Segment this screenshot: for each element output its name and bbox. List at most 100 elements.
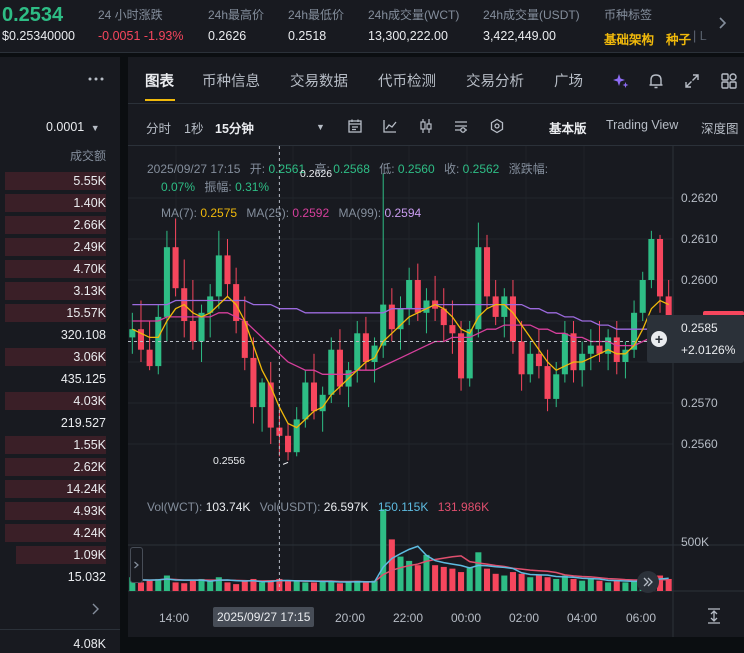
volume-bar (622, 582, 629, 591)
tab-coin-info[interactable]: 币种信息 (202, 74, 260, 90)
depth-bar (15, 546, 106, 564)
mode-basic-button[interactable]: 基本版 (549, 122, 587, 136)
order-book-row[interactable]: 3.06K (0, 347, 120, 367)
volume-bar (345, 582, 352, 591)
ohlc-high-label: 高: (314, 162, 330, 176)
volume-bar (259, 582, 266, 591)
order-book-row[interactable]: 4.70K (0, 259, 120, 279)
tab-trade-analysis[interactable]: 交易分析 (466, 74, 524, 90)
volume-bar (189, 580, 196, 591)
ohlc-amplitude-label: 振幅: (204, 180, 232, 194)
more-icon[interactable] (87, 71, 105, 81)
fullscreen-icon[interactable] (683, 72, 701, 95)
volume-bar (319, 581, 326, 591)
order-book-amount: 2.66K (73, 218, 106, 232)
candle-body (483, 247, 491, 297)
order-book-row[interactable]: 15.032 (0, 567, 120, 587)
order-book-row[interactable]: 2.62K (0, 457, 120, 477)
volume-bar (215, 577, 222, 591)
volume-wct-label: 24h成交量(WCT) (368, 8, 460, 22)
ma7-value: 0.2575 (200, 206, 238, 220)
mode-depth-button[interactable]: 深度图 (701, 122, 739, 136)
plus-circle-icon[interactable]: + (651, 331, 667, 347)
order-book-row[interactable]: 4.24K (0, 523, 120, 543)
tabs-divider (128, 103, 744, 104)
time-tick-3: 00:00 (451, 611, 482, 625)
volume-bar (605, 582, 612, 591)
tab-active-underline (145, 99, 175, 101)
last-price-usd: $0.25340000 (2, 29, 75, 43)
scroll-left-arrow[interactable] (130, 547, 143, 583)
volume-bar (155, 578, 162, 591)
candle-body (613, 337, 620, 362)
order-book-row[interactable]: 2.49K (0, 237, 120, 257)
tab-token-check[interactable]: 代币检测 (378, 74, 436, 90)
candlestick-chart[interactable] (128, 146, 744, 637)
ticker-header: 0.2534 $0.25340000 24 小时涨跌 -0.0051 -1.93… (0, 0, 744, 53)
volume-wct-value: 13,300,222.00 (368, 29, 448, 43)
ohlc-row-2: 0.07% 振幅: 0.31% (161, 178, 269, 195)
tab-chart[interactable]: 图表 (145, 74, 174, 90)
order-book-row[interactable]: 3.13K (0, 281, 120, 301)
volume-bar (250, 578, 257, 591)
ohlc-close-label: 收: (443, 162, 460, 176)
vol-usdt-value: 26.597K (323, 500, 369, 514)
order-book-row[interactable]: 1.40K (0, 193, 120, 213)
precision-select[interactable]: 0.0001 ▼ (46, 120, 100, 134)
order-book-row[interactable]: 1.09K (0, 545, 120, 565)
order-book-row[interactable]: 219.527 (0, 413, 120, 433)
volume-bar (293, 580, 300, 591)
precision-value: 0.0001 (46, 120, 85, 134)
vol-wct-label: Vol(WCT): (147, 500, 203, 514)
indicator-icon[interactable] (382, 118, 398, 139)
interval-15m-button[interactable]: 15分钟 (215, 122, 254, 136)
current-price-tag[interactable]: + 0.2585 +2.0126% (647, 311, 744, 363)
tab-square[interactable]: 广场 (554, 74, 583, 90)
volume-bar (371, 580, 378, 591)
interval-dropdown-icon[interactable]: ▼ (316, 122, 325, 132)
scroll-right-button[interactable] (637, 571, 659, 593)
volume-bar (483, 568, 491, 591)
volume-bar (579, 580, 586, 591)
order-book-row[interactable]: 4.03K (0, 391, 120, 411)
expand-chevron-icon[interactable] (88, 602, 102, 616)
mode-tradingview-button[interactable]: Trading View (606, 118, 679, 132)
order-book-amount: 1.55K (73, 438, 106, 452)
interval-1s-button[interactable]: 1秒 (184, 122, 204, 136)
chevron-right-icon[interactable] (700, 0, 744, 52)
tag-infrastructure[interactable]: 基础架构 (604, 33, 655, 47)
tab-trading-data[interactable]: 交易数据 (290, 74, 348, 90)
volume-bar (509, 572, 516, 591)
reset-scale-icon[interactable] (706, 607, 722, 630)
crosshair-time-label: 2025/09/27 17:15 (213, 607, 315, 627)
order-book-row[interactable]: 4.93K (0, 501, 120, 521)
layout-grid-icon[interactable] (720, 72, 738, 95)
order-book-row[interactable]: 14.24K (0, 479, 120, 499)
volume-bar (458, 572, 465, 591)
calendar-icon[interactable] (347, 118, 363, 139)
hexagon-settings-icon[interactable] (489, 118, 505, 139)
price-tick-2: 0.2600 (681, 273, 718, 287)
order-book-row[interactable]: 5.55K (0, 171, 120, 191)
bell-icon[interactable] (647, 72, 665, 95)
ai-sparkle-icon[interactable] (612, 72, 630, 95)
depth-bar (5, 480, 106, 498)
ohlc-low: 0.2560 (397, 162, 435, 176)
order-book-amount: 2.49K (73, 240, 106, 254)
interval-time-button[interactable]: 分时 (146, 122, 172, 136)
settings-sliders-icon[interactable] (453, 118, 469, 139)
volume-bar (354, 580, 361, 591)
order-book-row[interactable]: 320.108 (0, 325, 120, 345)
order-book-row[interactable]: 2.66K (0, 215, 120, 235)
order-book-row[interactable]: 15.57K (0, 303, 120, 323)
candle-body (224, 255, 231, 285)
candle-body (241, 321, 248, 358)
time-tick-5: 04:00 (567, 611, 598, 625)
order-book-row[interactable]: 1.55K (0, 435, 120, 455)
candle-type-icon[interactable] (418, 118, 434, 139)
volume-bar (328, 580, 335, 591)
tag-seed[interactable]: 种子 (666, 33, 692, 47)
volume-bar (561, 575, 568, 591)
candle-body (406, 280, 413, 309)
order-book-row[interactable]: 435.125 (0, 369, 120, 389)
